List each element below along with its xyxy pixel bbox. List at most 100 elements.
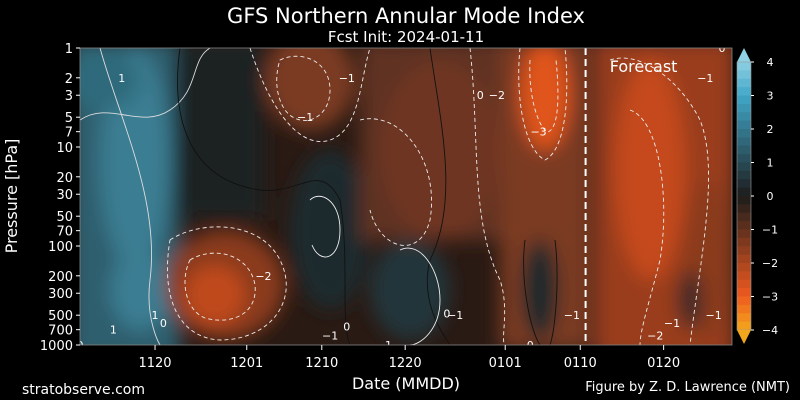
colorbar-band (737, 95, 751, 105)
colorbar-bands (736, 61, 752, 331)
contour-label: −2 (489, 89, 505, 102)
contour-neg-f (469, 48, 506, 345)
colorbar-band (737, 237, 751, 247)
contour-positive-2 (99, 48, 161, 345)
contour-label: −1 (322, 329, 338, 342)
colorbar-tick-label: −4 (762, 324, 778, 337)
contour-neg-i (609, 57, 710, 345)
colorbar-tick-label: −1 (762, 224, 778, 237)
colorbar-tick-label: 3 (767, 90, 774, 103)
contour-label: 0 (477, 89, 484, 102)
colorbar-band (737, 204, 751, 214)
contour-label: −1 (297, 111, 313, 124)
colorbar-band (737, 103, 751, 113)
x-tick-label: 1220 (389, 356, 422, 371)
colorbar: 4 3 2 1 0 −1 −2 −3 −4 (736, 48, 778, 344)
contour-neg-c (276, 55, 331, 121)
colorbar-tick-label: 4 (767, 56, 774, 69)
contour-neg-d (249, 48, 371, 142)
colorbar-band (737, 120, 751, 130)
heatmap-field (80, 48, 732, 345)
colorbar-band (737, 137, 751, 147)
y-tick-label: 700 (48, 324, 73, 339)
contour-label: 0 (718, 42, 725, 55)
y-tick-label: 20 (56, 171, 73, 186)
colorbar-band (737, 87, 751, 96)
contour-label: 0 (343, 320, 350, 333)
field-negative-top (265, 48, 355, 130)
contour-positive-3 (399, 247, 441, 345)
contour-label: 1 (152, 309, 159, 322)
contour-label: 0 (443, 307, 450, 320)
contour-neg-b (184, 252, 256, 321)
colorbar-tick-label: 0 (767, 190, 774, 203)
contour-label: 0 (527, 339, 534, 352)
colorbar-band (737, 229, 751, 239)
colorbar-band (737, 170, 751, 180)
x-tick-label: 0110 (564, 356, 597, 371)
colorbar-band (737, 154, 751, 163)
field-neutral-1 (175, 48, 265, 220)
colorbar-band (737, 279, 751, 289)
contour-label: −2 (647, 329, 663, 342)
x-tick-label: 0120 (647, 356, 680, 371)
contour-neg-h (529, 59, 559, 133)
x-tick-label: 0101 (489, 356, 522, 371)
colorbar-tick-label: −2 (762, 257, 778, 270)
y-axis-label: Pressure [hPa] (2, 139, 21, 254)
field-neutral-3 (370, 240, 450, 340)
y-tick-label: 1000 (40, 339, 73, 354)
contour-label: 1 (385, 339, 392, 352)
colorbar-band (737, 179, 751, 189)
footer-source: stratobserve.com (22, 382, 145, 398)
y-tick-label: 200 (48, 270, 73, 285)
colorbar-tick-label: 2 (767, 123, 774, 136)
contour-label: −1 (339, 72, 355, 85)
contour-neg-g (518, 48, 568, 161)
contour-lines (80, 48, 710, 345)
colorbar-ticks: 4 3 2 1 0 −1 −2 −3 −4 (751, 56, 778, 337)
colorbar-band (737, 296, 751, 306)
y-tick-label: 30 (56, 188, 73, 203)
contour-neg-j (629, 109, 665, 345)
y-tick-label: 1 (65, 42, 73, 57)
y-tick-label: 7 (65, 126, 73, 141)
field-neutral-2 (290, 150, 370, 310)
field-strong-core (520, 48, 570, 150)
colorbar-band (737, 271, 751, 281)
contour-label: −2 (255, 270, 271, 283)
y-tick-label: 100 (48, 240, 73, 255)
contour-label: 0 (160, 317, 167, 330)
contour-label: −1 (447, 309, 463, 322)
chart-title: GFS Northern Annular Mode Index (227, 4, 585, 28)
y-tick-label: 50 (56, 210, 73, 225)
colorbar-tick-label: 1 (767, 157, 774, 170)
contour-label: −1 (564, 309, 580, 322)
y-tick-label: 10 (56, 141, 73, 156)
colorbar-band (737, 196, 751, 205)
colorbar-band (737, 246, 751, 256)
colorbar-band (737, 129, 751, 138)
y-tick-label: 300 (48, 287, 73, 302)
colorbar-extend-min (737, 330, 751, 344)
colorbar-band (737, 187, 751, 197)
contour-label: 1 (118, 72, 125, 85)
colorbar-band (737, 62, 751, 71)
contour-zero-3 (523, 239, 558, 345)
colorbar-tick-label: −3 (762, 291, 778, 304)
y-tick-label: 500 (48, 309, 73, 324)
colorbar-extend-max (737, 48, 751, 62)
field-forecast-dark (678, 270, 702, 330)
colorbar-band (737, 288, 751, 297)
colorbar-band (737, 78, 751, 88)
contour-label: 1 (110, 324, 117, 337)
contour-neg-a (167, 226, 287, 341)
x-axis-label: Date (MMDD) (352, 374, 460, 393)
contour-label: −3 (530, 126, 546, 139)
chart-subtitle: Fcst Init: 2024-01-11 (328, 28, 484, 46)
contour-label: −1 (706, 309, 722, 322)
field-dark-patch (522, 240, 558, 340)
